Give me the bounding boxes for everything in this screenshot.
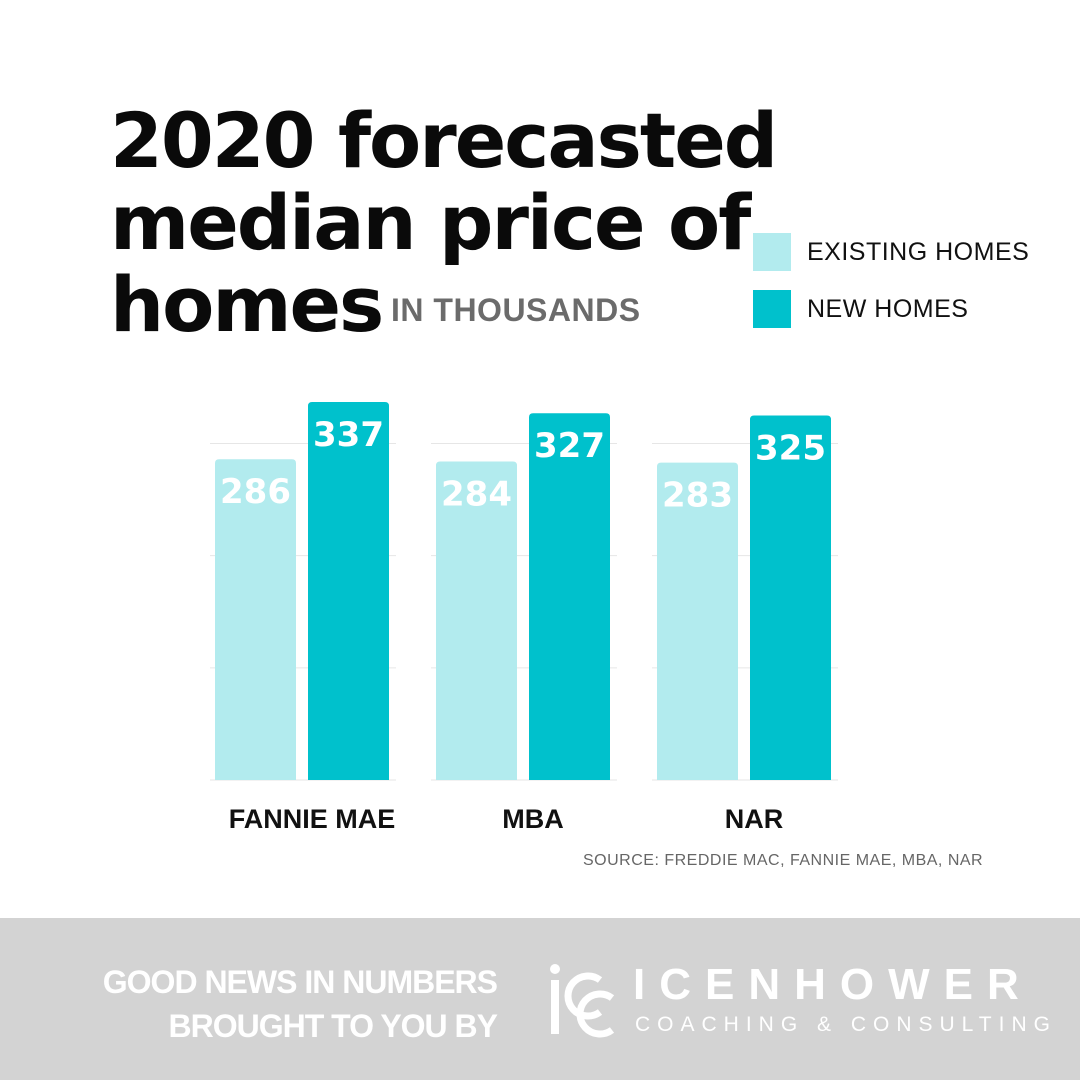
category-label: MBA (502, 804, 564, 834)
legend: EXISTING HOMES NEW HOMES (753, 233, 1029, 347)
bar-new (308, 402, 389, 780)
title-line: homes (110, 260, 384, 349)
tagline-line: BROUGHT TO YOU BY (168, 1008, 498, 1044)
data-label: 337 (313, 415, 384, 455)
page-title: 2020 forecasted median price of homes (110, 96, 778, 349)
data-label: 286 (220, 472, 291, 512)
source-note: SOURCE: FREDDIE MAC, FANNIE MAE, MBA, NA… (583, 852, 984, 869)
legend-swatch-existing (753, 233, 791, 271)
legend-item-new: NEW HOMES (753, 290, 1029, 328)
data-label: 283 (662, 476, 733, 516)
bar-new (750, 415, 831, 780)
bar-existing (657, 462, 738, 780)
data-label: 327 (534, 426, 605, 466)
category-label: NAR (725, 804, 784, 834)
logo-mark-icon (550, 964, 615, 1038)
logo-subtitle: COACHING & CONSULTING (635, 1013, 1057, 1036)
bar-new (529, 413, 610, 780)
bar-existing (215, 459, 296, 780)
title-line: median price of (110, 178, 751, 267)
legend-item-existing: EXISTING HOMES (753, 233, 1029, 271)
bar-chart: 286 337 FANNIE MAE 284 327 MBA 283 325 NAR (210, 402, 838, 834)
tagline-line: GOOD NEWS IN NUMBERS (102, 964, 498, 1000)
data-label: 325 (755, 428, 826, 468)
logo-name: ICENHOWER (633, 960, 1033, 1009)
footer-tagline: GOOD NEWS IN NUMBERS BROUGHT TO YOU BY (102, 960, 498, 1048)
data-label: 284 (441, 474, 512, 514)
footer: GOOD NEWS IN NUMBERS BROUGHT TO YOU BY I… (0, 918, 1080, 1080)
title-line: 2020 forecasted (110, 96, 778, 185)
legend-swatch-new (753, 290, 791, 328)
legend-label: NEW HOMES (807, 294, 969, 323)
units-subtitle: IN THOUSANDS (391, 292, 641, 328)
legend-label: EXISTING HOMES (807, 237, 1030, 266)
category-label: FANNIE MAE (229, 804, 396, 834)
bar-existing (436, 461, 517, 780)
